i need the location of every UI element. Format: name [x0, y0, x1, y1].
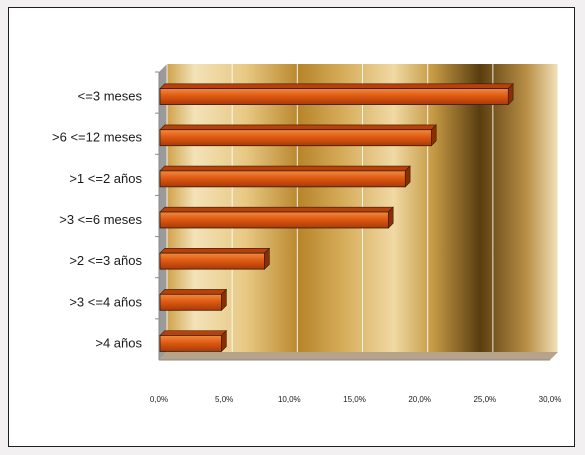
category-label: >4 años [95, 335, 142, 350]
bar-chart: <=3 meses >6 <=12 meses >1 <=2 años >3 <=6 … [52, 64, 561, 404]
x-tick-label: 20,0% [408, 395, 431, 404]
category-label: >3 <=4 años [69, 294, 142, 309]
bars [159, 83, 514, 353]
bar-top-face [159, 124, 437, 131]
bar [159, 288, 228, 312]
bar-side-face [264, 247, 270, 270]
bar-front-face [159, 170, 406, 188]
bar-side-face [405, 165, 411, 188]
bar-side-face [388, 206, 394, 229]
category-labels: <=3 meses >6 <=12 meses >1 <=2 años >3 <=6 … [52, 71, 159, 350]
bar-side-face [221, 288, 227, 312]
category-label: <=3 meses [78, 89, 143, 104]
x-tick-label: 30,0% [539, 395, 562, 404]
category-label: >1 <=2 años [69, 171, 142, 186]
x-tick-label: 0,0% [150, 395, 168, 404]
bar-front-face [159, 335, 222, 352]
chart-frame: <=3 meses >6 <=12 meses >1 <=2 años >3 <=6 … [8, 7, 575, 447]
floor [159, 352, 558, 360]
bar-top-face [159, 83, 514, 89]
bar [159, 247, 271, 270]
x-tick-label: 5,0% [215, 395, 233, 404]
bar-top-face [159, 206, 394, 213]
bar-side-face [431, 124, 437, 147]
bar [159, 206, 394, 229]
bar [159, 124, 437, 147]
x-axis-ticks: 0,0% 5,0% 10,0% 15,0% 20,0% 25,0% 30,0% [150, 395, 561, 404]
category-label: >2 <=3 años [69, 253, 142, 268]
bar-side-face [221, 329, 227, 353]
bar-front-face [159, 88, 509, 105]
x-tick-label: 15,0% [343, 395, 366, 404]
bar-front-face [159, 252, 265, 270]
bar-top-face [159, 289, 228, 295]
bar-top-face [159, 165, 411, 172]
bar [159, 329, 228, 353]
bar-top-face [159, 248, 271, 254]
bar-front-face [159, 211, 389, 229]
category-label: >6 <=12 meses [52, 130, 142, 145]
bar [159, 83, 514, 106]
bar [159, 165, 411, 188]
bar-top-face [159, 330, 228, 336]
bar-front-face [159, 129, 432, 147]
x-tick-label: 10,0% [278, 395, 301, 404]
category-label: >3 <=6 meses [59, 212, 142, 227]
x-tick-label: 25,0% [473, 395, 496, 404]
bar-side-face [507, 83, 514, 106]
bar-front-face [159, 293, 222, 311]
